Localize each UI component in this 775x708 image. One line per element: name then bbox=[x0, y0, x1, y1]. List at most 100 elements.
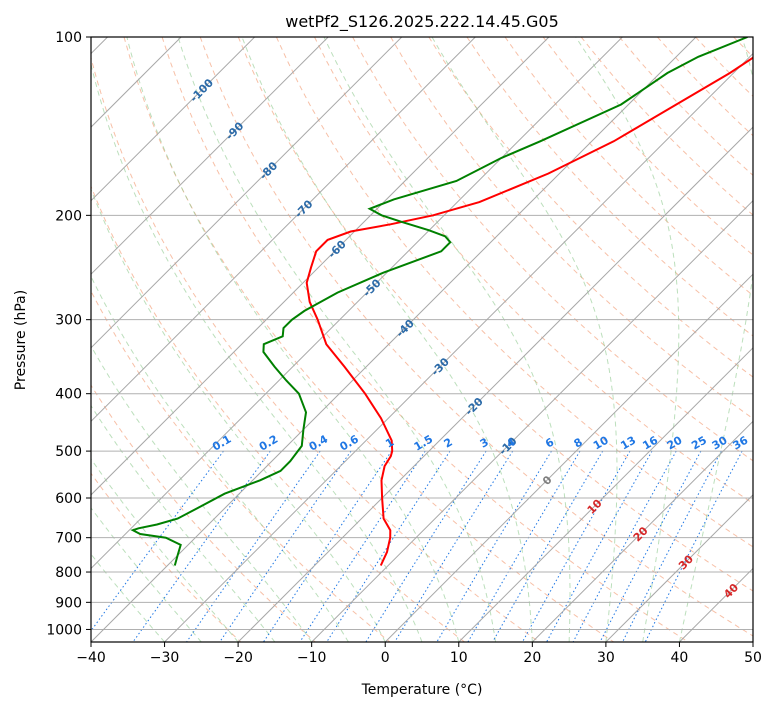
dry-adiabat bbox=[161, 37, 689, 642]
x-tick-label: 10 bbox=[450, 650, 468, 666]
x-axis-label: Temperature (°C) bbox=[361, 682, 483, 698]
dry-adiabat bbox=[314, 37, 753, 505]
mixing-ratio-line bbox=[436, 450, 552, 642]
dry-adiabat bbox=[91, 185, 465, 642]
moist-adiabat bbox=[91, 457, 239, 642]
mixing-ratio-line bbox=[572, 450, 677, 642]
isotherm bbox=[91, 37, 256, 202]
y-tick-label: 700 bbox=[55, 531, 82, 547]
dewpoint-line bbox=[130, 37, 748, 566]
mixing-ratio-line bbox=[522, 450, 631, 642]
dry-adiabat bbox=[91, 384, 316, 642]
x-tick-label: −40 bbox=[76, 650, 106, 666]
dry-adiabat bbox=[91, 55, 540, 642]
x-tick-label: −30 bbox=[150, 650, 180, 666]
dry-adiabat bbox=[428, 37, 753, 378]
mixing-ratio-line bbox=[91, 450, 224, 632]
mixing-ratio-line bbox=[546, 450, 653, 642]
dry-adiabat bbox=[352, 37, 753, 462]
temperature-line bbox=[305, 56, 753, 566]
mixing-ratio-line bbox=[467, 450, 581, 642]
mixing-ratio-line bbox=[365, 450, 487, 642]
moist-adiabat bbox=[575, 37, 680, 642]
x-tick-label: 30 bbox=[597, 650, 615, 666]
dry-adiabat bbox=[390, 37, 753, 420]
background-grid bbox=[91, 37, 753, 642]
moist-adiabat bbox=[323, 37, 571, 642]
mixing-ratio-label: 10 bbox=[591, 433, 611, 452]
y-tick-label: 400 bbox=[55, 387, 82, 403]
isotherm bbox=[605, 494, 753, 642]
mixing-ratio-label: 13 bbox=[618, 434, 638, 453]
plot-frame bbox=[90, 36, 754, 643]
dry-adiabat bbox=[657, 37, 753, 137]
y-axis: 100 200 300 400 500 600 700 800 900 1000 bbox=[46, 30, 91, 638]
isotherm bbox=[311, 199, 753, 642]
mixing-ratio-label: 8 bbox=[572, 436, 585, 451]
mixing-ratio-line bbox=[263, 450, 392, 642]
mixing-ratio-label: 0.1 bbox=[210, 433, 233, 454]
mixing-ratio-line bbox=[186, 450, 321, 642]
moist-adiabat bbox=[91, 62, 423, 642]
isotherm bbox=[91, 37, 697, 642]
isotherm bbox=[384, 273, 753, 642]
mixing-ratio-line bbox=[622, 450, 722, 642]
mixing-ratio-line bbox=[219, 450, 352, 642]
dry-adiabat bbox=[91, 290, 391, 642]
moist-adiabat bbox=[91, 553, 165, 642]
moist-adiabat bbox=[241, 37, 533, 642]
isotherm-label: -80 bbox=[257, 159, 280, 182]
mixing-ratio-label: 0.2 bbox=[257, 433, 280, 454]
x-tick-label: −10 bbox=[297, 650, 327, 666]
moist-adiabat bbox=[91, 404, 276, 642]
moist-adiabat bbox=[431, 37, 618, 642]
mixing-ratio-line bbox=[492, 450, 604, 642]
moist-adiabat bbox=[91, 275, 349, 642]
isotherm-label: -100 bbox=[187, 76, 216, 105]
isotherm bbox=[91, 37, 476, 423]
dry-adiabat bbox=[123, 37, 614, 642]
y-tick-label: 100 bbox=[55, 30, 82, 46]
y-axis-label: Pressure (hPa) bbox=[13, 290, 29, 390]
mixing-ratio-label: 0.4 bbox=[307, 432, 331, 453]
x-tick-label: 0 bbox=[381, 650, 390, 666]
mixing-ratio-label: 36 bbox=[730, 433, 750, 452]
y-tick-label: 200 bbox=[55, 208, 82, 224]
isotherm bbox=[237, 126, 753, 642]
mixing-ratio-label: 3 bbox=[478, 436, 491, 451]
y-tick-label: 600 bbox=[55, 491, 82, 507]
y-tick-label: 800 bbox=[55, 565, 82, 581]
x-tick-label: 40 bbox=[671, 650, 689, 666]
isotherm bbox=[531, 420, 753, 642]
x-axis: −40 −30 −20 −10 0 10 20 30 40 50 bbox=[76, 642, 762, 666]
dry-adiabat bbox=[695, 37, 753, 97]
isotherm bbox=[91, 37, 550, 496]
chart-title: wetPf2_S126.2025.222.14.45.G05 bbox=[285, 12, 559, 32]
mixing-ratio-label: 20 bbox=[665, 433, 685, 452]
dry-adiabat bbox=[275, 37, 753, 548]
x-tick-label: −20 bbox=[223, 650, 253, 666]
isotherm bbox=[91, 37, 403, 349]
moist-adiabat bbox=[91, 507, 202, 642]
moist-adiabat bbox=[91, 188, 386, 642]
dry-adiabat bbox=[733, 37, 753, 58]
mixing-ratio-line bbox=[599, 450, 702, 642]
moist-adiabat bbox=[126, 37, 460, 642]
mixing-ratio-line bbox=[644, 450, 743, 642]
y-tick-label: 1000 bbox=[46, 622, 82, 638]
mixing-ratio-line bbox=[299, 450, 426, 642]
x-tick-label: 50 bbox=[744, 650, 762, 666]
isotherm bbox=[91, 37, 329, 275]
isotherm bbox=[458, 347, 753, 642]
isotherm bbox=[91, 37, 623, 570]
isotherm bbox=[752, 641, 753, 642]
isotherm bbox=[164, 52, 753, 642]
profile-series bbox=[130, 37, 753, 566]
mixing-ratio-label: 25 bbox=[689, 434, 709, 453]
isotherm bbox=[679, 567, 753, 642]
moist-adiabat bbox=[177, 37, 497, 642]
line-annotations: -100-90-80-70-60-50-40-30-20-10010203040… bbox=[187, 76, 750, 601]
y-tick-label: 900 bbox=[55, 595, 82, 611]
mixing-ratio-label: 2 bbox=[442, 436, 455, 451]
